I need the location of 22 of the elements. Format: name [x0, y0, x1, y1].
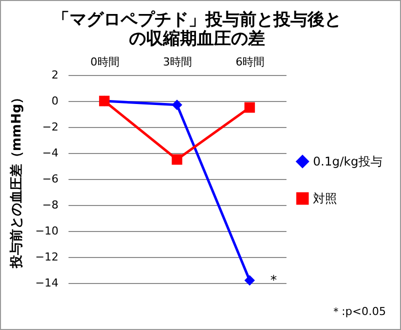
y-tick-label: 0 [52, 94, 58, 108]
y-tick-label: −12 [35, 250, 58, 264]
y-tick-label: −2 [42, 120, 58, 134]
y-tick-label: −4 [42, 146, 58, 160]
x-tick-label: 6時間 [236, 56, 265, 68]
point [244, 102, 255, 113]
legend-label: 0.1g/kg投与 [313, 154, 382, 168]
y-tick-label: −8 [42, 198, 58, 212]
point [244, 275, 255, 286]
x-tick-label: 3時間 [163, 56, 192, 68]
x-tick-label: 0時間 [90, 56, 120, 68]
y-tick-label: 2 [52, 68, 58, 82]
point [172, 154, 182, 165]
chart-title: 「マグロペプチド」投与前と投与後との収縮期血圧の差 [52, 10, 342, 49]
point [172, 100, 182, 110]
y-tick-label: −6 [42, 172, 58, 186]
text: ＊:p<0.05 [330, 304, 386, 319]
legend-label: 対照 [313, 192, 337, 206]
y-axis-title: 投与前との血圧差（mmHg） [9, 90, 24, 270]
annotation: * [270, 273, 278, 288]
y-tick-label: −10 [35, 224, 58, 238]
y-tick-label: −14 [35, 276, 58, 290]
